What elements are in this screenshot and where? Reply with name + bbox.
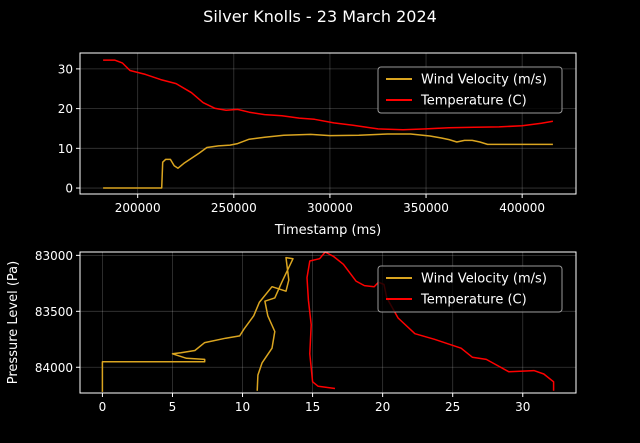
chart1-y-axis-label: Pressure Level (Pa) <box>6 261 21 384</box>
chart1-y-tick-label-2: 84000 <box>35 361 73 375</box>
figure-title: Silver Knolls - 23 March 2024 <box>203 7 437 26</box>
chart1-series-temperature-line <box>306 251 555 391</box>
chart0-x-tick-label-4: 400000 <box>499 201 545 215</box>
chart0-y-tick-label-0: 0 <box>65 182 73 196</box>
chart0-legend-label-wind: Wind Velocity (m/s) <box>421 73 547 88</box>
chart0-legend: Wind Velocity (m/s) Temperature (C) <box>377 66 563 114</box>
chart1-legend-label-temperature: Temperature (C) <box>420 293 527 308</box>
chart0-legend-frame <box>377 66 563 114</box>
chart0-legend-label-temperature: Temperature (C) <box>420 94 527 109</box>
chart0-x-tick-label-1: 250000 <box>211 201 257 215</box>
chart1-x-tick-label-2: 10 <box>235 400 250 414</box>
chart0-y-tick-label-3: 30 <box>58 62 73 76</box>
chart1-x-tick-label-3: 15 <box>305 400 320 414</box>
chart0-x-tick-label-0: 200000 <box>115 201 161 215</box>
chart1-x-tick-label-1: 5 <box>169 400 177 414</box>
chart1-legend: Wind Velocity (m/s) Temperature (C) <box>377 265 563 313</box>
chart0-x-axis-label: Timestamp (ms) <box>274 223 381 238</box>
bottom-chart: 0 5 10 15 20 25 30 83000 83500 84000 Pressure Leve… <box>6 249 577 414</box>
chart1-series-wind-line <box>101 256 294 392</box>
chart1-x-tick-label-4: 20 <box>375 400 390 414</box>
chart1-y-tick-label-1: 83500 <box>35 305 73 319</box>
chart0-y-tick-label-2: 20 <box>58 102 73 116</box>
chart0-y-tick-label-1: 10 <box>58 142 73 156</box>
chart1-x-tick-label-5: 25 <box>445 400 460 414</box>
chart1-x-tick-label-0: 0 <box>99 400 107 414</box>
chart0-series-wind-line <box>103 133 553 189</box>
chart0-x-tick-label-2: 300000 <box>307 201 353 215</box>
chart1-y-tick-label-0: 83000 <box>35 249 73 263</box>
top-chart: 200000 250000 300000 350000 400000 0 10 20 30 Tim… <box>58 52 577 238</box>
chart1-legend-frame <box>377 265 563 313</box>
chart1-x-tick-label-6: 30 <box>515 400 530 414</box>
chart0-x-tick-label-3: 350000 <box>403 201 449 215</box>
chart1-axes-frame <box>79 251 577 394</box>
chart0-series-temperature-line <box>103 59 554 131</box>
chart1-legend-label-wind: Wind Velocity (m/s) <box>421 272 547 287</box>
chart0-axes-frame <box>79 52 577 195</box>
